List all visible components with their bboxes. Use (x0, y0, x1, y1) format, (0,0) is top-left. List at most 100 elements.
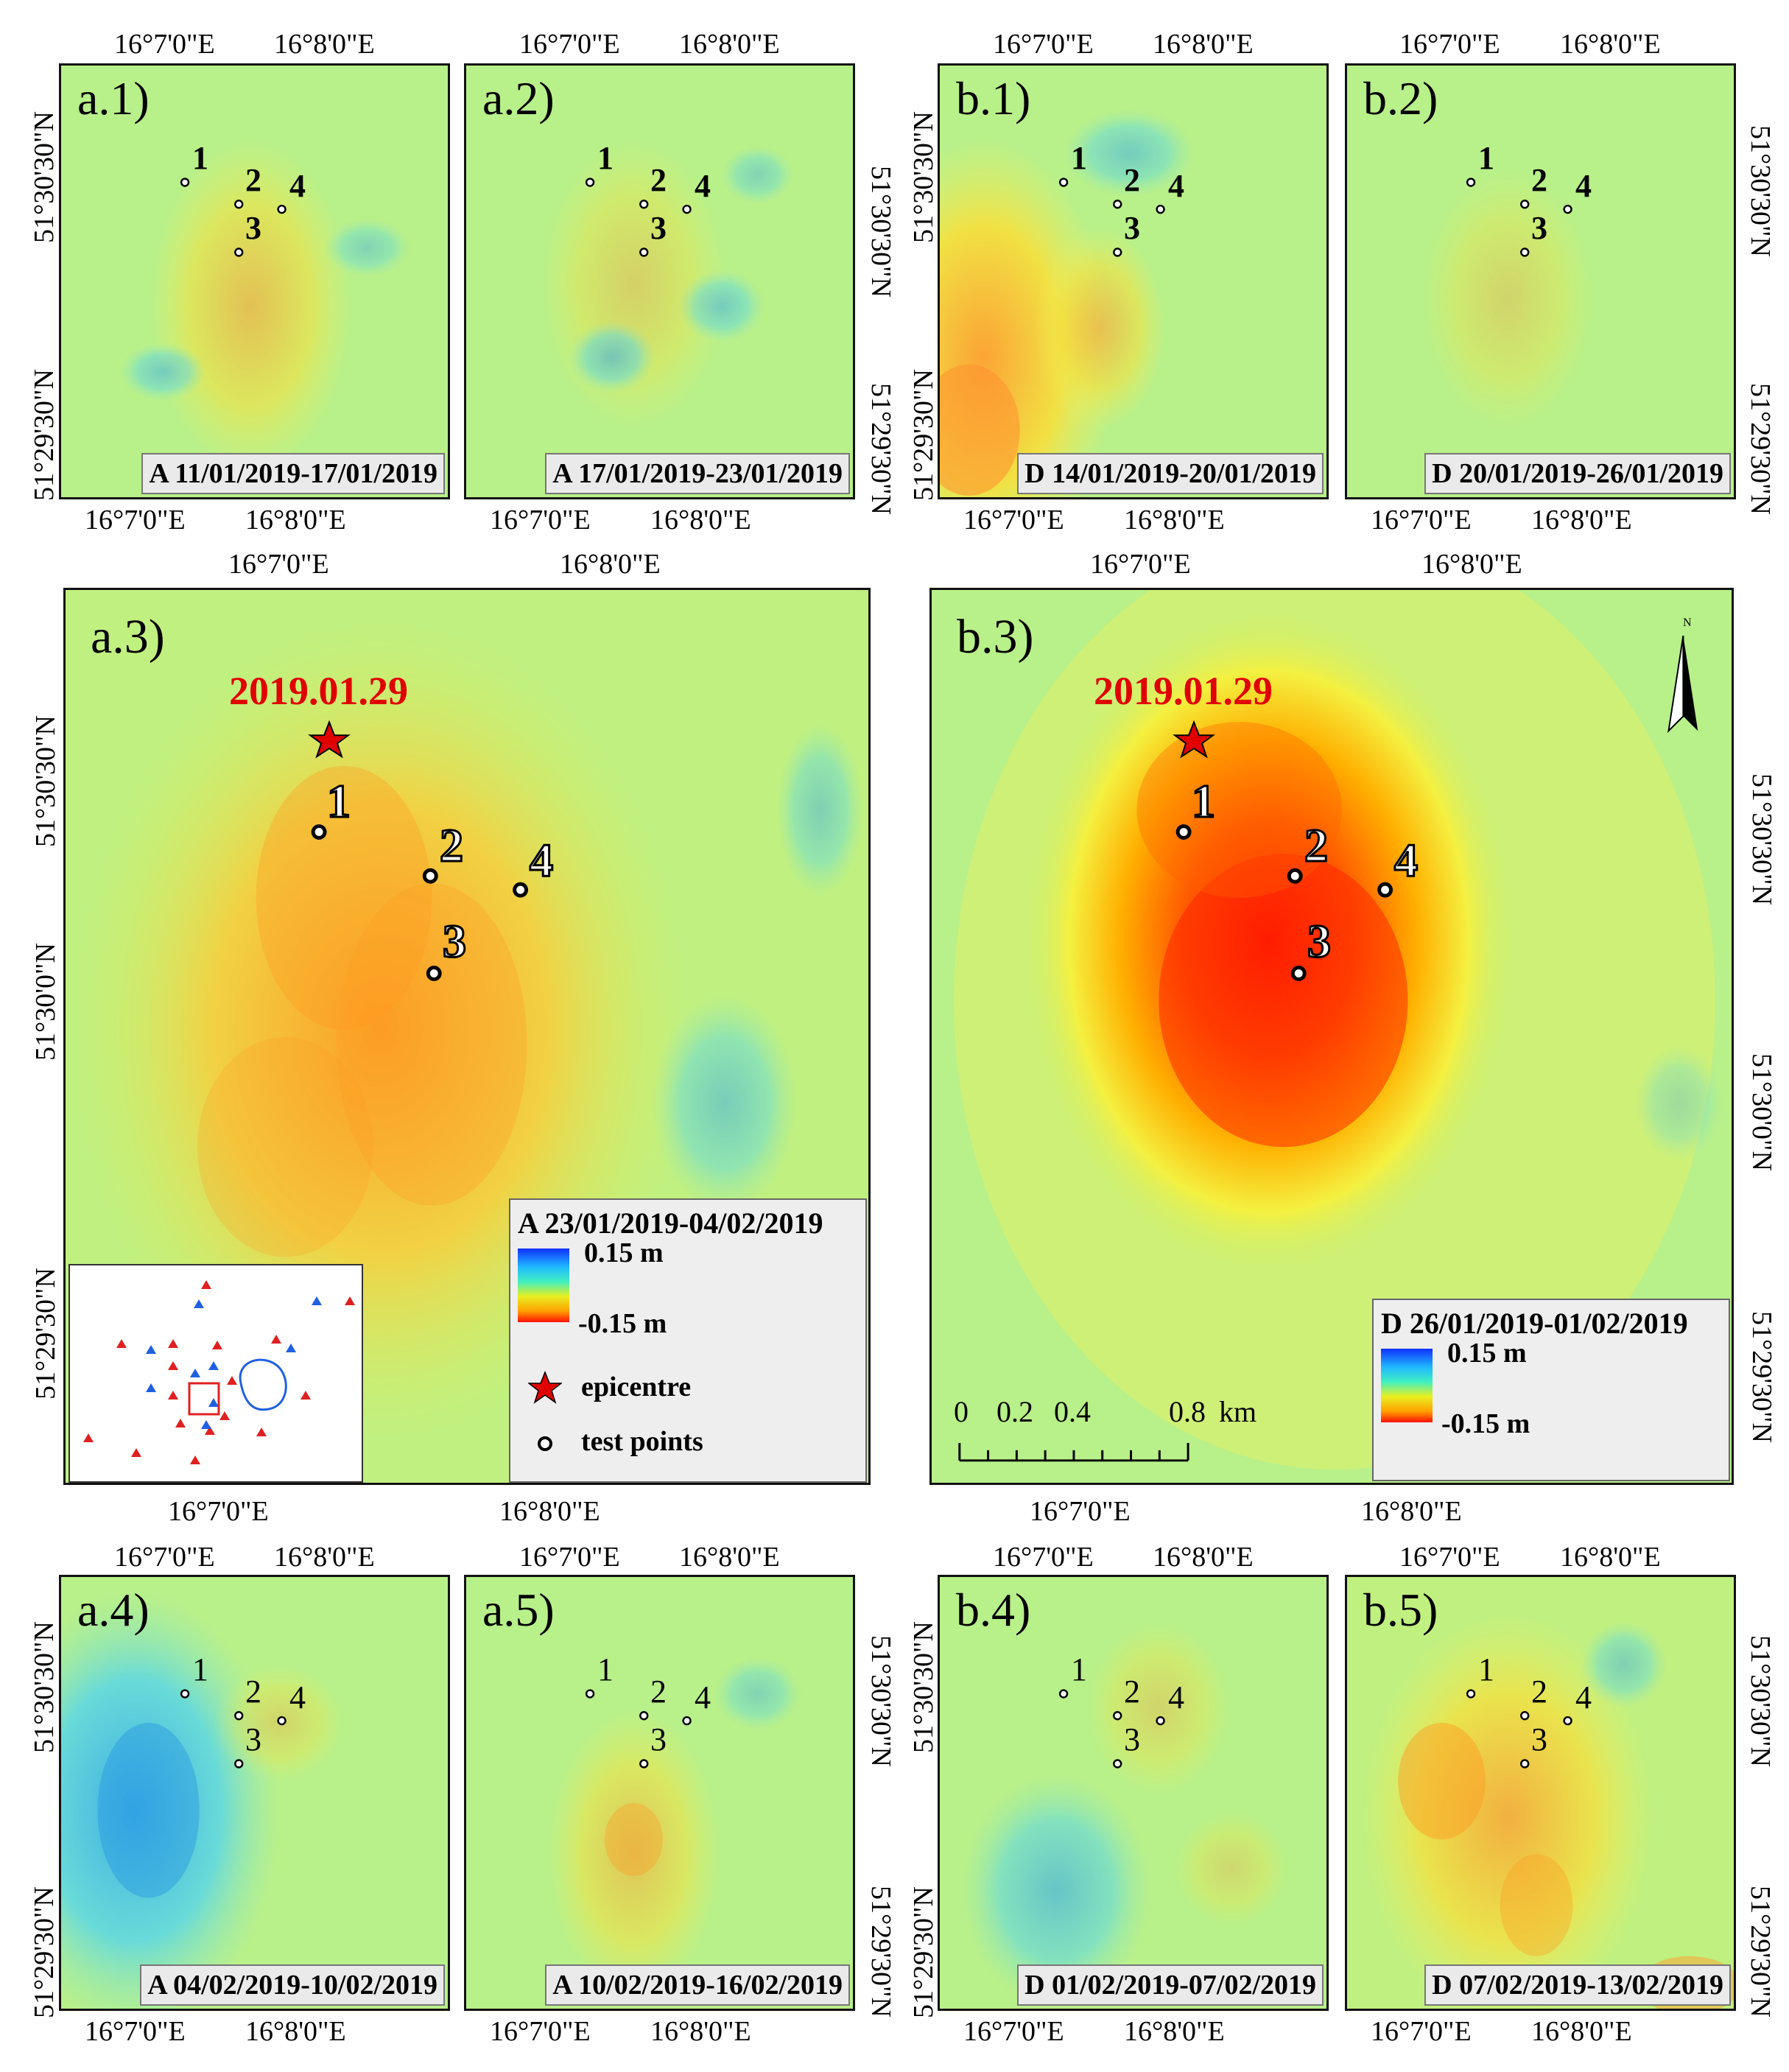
lon-top-label: 16°8'0"E (1153, 29, 1254, 60)
scale-label: 0.2 (997, 1395, 1033, 1428)
legend-a3: A 23/01/2019-04/02/2019 0.15 m -0.15 m e… (509, 1198, 867, 1483)
colorbar (1381, 1349, 1433, 1422)
test-point-label: 1 (1071, 1651, 1087, 1688)
test-point-icon (538, 1436, 552, 1451)
lon-bottom-label: 16°7'0"E (85, 505, 186, 535)
test-point-label: 3 (442, 914, 468, 969)
lon-bottom-label: 16°8'0"E (650, 2016, 751, 2047)
map-panel-a1: a.1) 1 2 4 3 A 11/01/2019-17/01/2019 (59, 63, 450, 499)
lon-bottom-label: 16°7'0"E (168, 1496, 269, 1527)
map-panel-a2: a.2) 1 2 4 3 A 17/01/2019-23/01/2019 (464, 63, 855, 499)
lat-label: 51°30'0"N (1746, 1053, 1777, 1171)
inset-location-map (68, 1264, 363, 1483)
lon-top-label: 16°8'0"E (560, 549, 661, 580)
scale-label: 0.4 (1054, 1395, 1091, 1428)
period-label: D 01/02/2019-07/02/2019 (1017, 1964, 1324, 2006)
lon-top-label: 16°8'0"E (679, 29, 780, 60)
lat-label: 51°29'30"N (1745, 1886, 1776, 2017)
lon-bottom-label: 16°7'0"E (1371, 505, 1472, 535)
lon-bottom-label: 16°8'0"E (1124, 505, 1225, 535)
panel-label: a.5) (482, 1584, 555, 1636)
lat-label: 51°29'30"N (1746, 1311, 1777, 1443)
lon-bottom-label: 16°8'0"E (1361, 1496, 1462, 1527)
panel-label: a.2) (482, 72, 555, 124)
lat-label: 51°30'30"N (1745, 125, 1776, 257)
lon-bottom-label: 16°8'0"E (245, 505, 346, 535)
map-panel-b5: b.5) 1 2 4 3 D 07/02/2019-13/02/2019 (1345, 1575, 1736, 2011)
lon-top-label: 16°7'0"E (993, 1542, 1094, 1573)
test-point-label: 1 (1478, 1651, 1494, 1688)
lon-bottom-label: 16°7'0"E (85, 2016, 186, 2047)
lon-top-label: 16°7'0"E (519, 1542, 620, 1573)
lat-label: 51°29'30"N (30, 1268, 61, 1400)
lat-label: 51°30'30"N (865, 166, 896, 298)
map-panel-b4: b.4) 1 2 4 3 D 01/02/2019-07/02/2019 (938, 1575, 1329, 2011)
lat-label: 51°30'30"N (865, 1635, 896, 1767)
lon-top-label: 16°7'0"E (993, 29, 1094, 60)
colorbar-min: -0.15 m (578, 1308, 667, 1339)
lon-top-label: 16°8'0"E (274, 1542, 375, 1573)
test-point-label: 3 (1124, 1721, 1140, 1757)
lat-label: 51°29'30"N (1745, 383, 1776, 515)
period-label: D 07/02/2019-13/02/2019 (1424, 1964, 1731, 2006)
lon-bottom-label: 16°8'0"E (1531, 505, 1632, 535)
test-point-label: 1 (597, 140, 614, 176)
epicentre-date: 2019.01.29 (229, 669, 408, 713)
test-point-label: 4 (1393, 833, 1419, 888)
lon-bottom-label: 16°7'0"E (490, 505, 591, 535)
lon-bottom-label: 16°8'0"E (1124, 2016, 1225, 2047)
period-label: D 26/01/2019-01/02/2019 (1381, 1307, 1688, 1340)
test-point-label: 1 (597, 1651, 614, 1688)
period-label: A 04/02/2019-10/02/2019 (140, 1964, 445, 2006)
test-point-label: 3 (245, 210, 261, 246)
colorbar-min: -0.15 m (1441, 1408, 1530, 1439)
period-label: A 11/01/2019-17/01/2019 (141, 453, 445, 494)
north-label: N (1683, 617, 1692, 629)
map-panel-b2: b.2) 1 2 4 3 D 20/01/2019-26/01/2019 (1345, 63, 1736, 499)
test-point-label: 2 (650, 1674, 667, 1710)
test-point-label: 1 (326, 774, 352, 829)
test-point-label: 2 (1531, 162, 1547, 198)
test-point-label: 4 (1575, 168, 1592, 204)
lon-top-label: 16°7'0"E (114, 1542, 215, 1573)
lon-top-label: 16°8'0"E (1560, 29, 1661, 60)
lat-label: 51°29'30"N (29, 1886, 60, 2018)
lon-top-label: 16°8'0"E (1421, 549, 1522, 580)
lat-label: 51°30'30"N (908, 111, 939, 243)
test-point-label: 1 (192, 1651, 208, 1688)
test-point-label: 2 (1124, 1674, 1140, 1710)
panel-label: b.4) (956, 1584, 1031, 1636)
lat-label: 51°30'30"N (1746, 773, 1777, 905)
panel-label: b.2) (1363, 72, 1438, 124)
colorbar-max: 0.15 m (1447, 1338, 1527, 1369)
test-point-label: 2 (1304, 818, 1329, 873)
test-point-label: 4 (695, 168, 711, 204)
lon-bottom-label: 16°8'0"E (245, 2016, 346, 2047)
panel-label: b.1) (956, 72, 1031, 124)
lon-top-label: 16°8'0"E (274, 29, 375, 60)
test-point-label: 3 (1531, 1721, 1547, 1757)
map-panel-a5: a.5) 1 2 4 3 A 10/02/2019-16/02/2019 (464, 1575, 855, 2011)
lon-top-label: 16°7'0"E (114, 29, 215, 60)
test-point-label: 1 (1071, 140, 1087, 176)
lat-label: 51°29'30"N (908, 1886, 939, 2018)
epicentre-star-icon (528, 1371, 562, 1404)
test-point-label: 4 (695, 1679, 711, 1715)
lon-bottom-label: 16°8'0"E (499, 1496, 600, 1527)
period-label: A 10/02/2019-16/02/2019 (545, 1964, 850, 2006)
lat-label: 51°29'30"N (908, 369, 939, 501)
lon-bottom-label: 16°8'0"E (1531, 2016, 1632, 2047)
panel-label: b.5) (1363, 1584, 1438, 1636)
lat-label: 51°29'30"N (865, 1886, 896, 2017)
map-panel-b3: b.3) 2019.01.29 N 1 2 4 3 0 0.2 0.4 0.8 … (929, 588, 1734, 1485)
lat-label: 51°29'30"N (29, 369, 60, 501)
test-point-label: 4 (1168, 1679, 1184, 1715)
colorbar-max: 0.15 m (584, 1237, 664, 1268)
epicentre-star-icon (308, 720, 351, 759)
test-point-label: 4 (529, 833, 555, 888)
lon-top-label: 16°7'0"E (519, 29, 620, 60)
lon-top-label: 16°8'0"E (679, 1542, 780, 1573)
test-point-label: 2 (650, 162, 667, 198)
lon-bottom-label: 16°8'0"E (650, 505, 751, 535)
panel-label: b.3) (957, 610, 1034, 664)
